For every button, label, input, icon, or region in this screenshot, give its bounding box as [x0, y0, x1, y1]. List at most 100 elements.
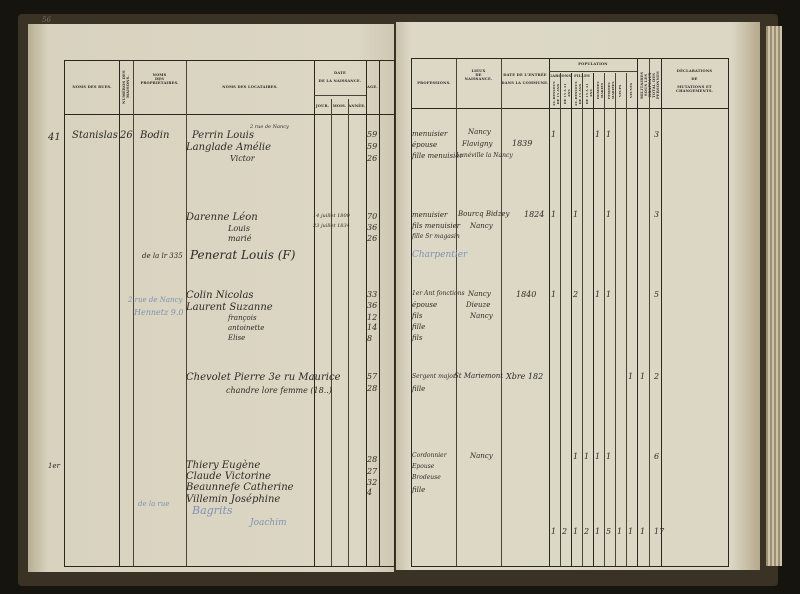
population-tally: 3 [654, 210, 660, 219]
handwritten-left-entry: Thiery Eugène [186, 460, 261, 471]
page-number: 56 [42, 16, 51, 24]
handwritten-right-entry: Nancy [470, 222, 493, 230]
handwritten-right-entry: St Mariemont [454, 372, 504, 380]
population-tally: 1 [628, 372, 634, 381]
population-tally: 1 [573, 452, 579, 461]
population-tally: 1 [551, 130, 557, 139]
header-sub-1: de 15 à 21 ans [563, 83, 571, 104]
population-total: 1 [640, 527, 646, 536]
handwritten-left-entry: Villemin Joséphine [186, 494, 281, 505]
pencil-annotation: Joachim [250, 518, 287, 528]
header-sub-3: de 15 à 21 ans [585, 83, 593, 104]
handwritten-left-entry: chandre lore femme (18..) [226, 386, 332, 395]
handwritten-left-entry: françois [228, 314, 257, 322]
population-tally: 3 [654, 130, 660, 139]
age-value: 12 [367, 313, 378, 322]
header-declarations: Déclarations de mutations et changements. [676, 69, 713, 93]
handwritten-left-entry: Elise [228, 334, 246, 342]
age-value: 14 [367, 323, 378, 332]
header-locataires: Noms des locataires. [222, 85, 278, 89]
handwritten-left-entry: Louis [228, 224, 250, 233]
pencil-annotation: Bagrits [192, 504, 233, 517]
age-value: 59 [367, 130, 378, 139]
handwritten-right-entry: Cordonnier [412, 452, 447, 459]
population-tally: 2 [654, 372, 660, 381]
header-proprietaires: Noms des propriétaires. [140, 73, 179, 85]
handwritten-left-entry: 26 [120, 130, 133, 141]
age-value: 8 [367, 334, 373, 343]
handwritten-left-entry: Langlade Amélie [186, 142, 272, 153]
handwritten-right-entry: Xbre 182 [506, 372, 544, 381]
header-date: Date de la naissance. [318, 71, 362, 83]
population-total: 1 [617, 527, 623, 536]
header-total: Total des personnes [652, 71, 660, 99]
header-sub-5: femmes mariées [607, 81, 615, 100]
handwritten-left-entry: Victor [230, 154, 255, 163]
handwritten-right-entry: Bourcq Bidzey [458, 210, 510, 218]
handwritten-right-entry: épouse [412, 141, 438, 149]
handwritten-left-entry: Bodin [140, 130, 170, 141]
age-value: 33 [367, 290, 378, 299]
handwritten-left-entry: Claude Victorine [186, 471, 271, 482]
handwritten-left-entry: Chevolet Pierre 3e ru Maurice [186, 372, 341, 383]
handwritten-left-entry: Beaunnefe Catherine [186, 482, 294, 493]
header-mois: Mois. [332, 104, 347, 108]
handwritten-left-entry: marié [228, 234, 252, 243]
handwritten-right-entry: Sergent major [412, 373, 456, 380]
header-rues: Noms des rues. [72, 85, 112, 89]
header-age: Age. [367, 85, 378, 89]
handwritten-right-entry: fils [412, 334, 423, 342]
population-tally: 1 [606, 452, 612, 461]
population-tally: 1 [640, 372, 646, 381]
handwritten-left-entry: Penerat Louis (F) [190, 248, 296, 262]
handwritten-right-entry: fille [412, 486, 426, 494]
header-militaires: Militaires sous les drapeaux [640, 71, 652, 99]
age-value: 59 [367, 142, 378, 151]
age-value: 28 [367, 455, 378, 464]
right-table: Professions. Lieux de naissance. Date de l… [411, 58, 729, 567]
header-population: Population [578, 62, 608, 66]
handwritten-right-entry: Epouse [412, 463, 435, 470]
handwritten-left-entry: Colin Nicolas [186, 290, 254, 301]
population-tally: 2 [573, 290, 579, 299]
pencil-annotation: 2 rue de Nancy [128, 296, 183, 304]
age-value: 4 [367, 488, 373, 497]
handwritten-right-entry: fille Sr magasin [412, 233, 460, 240]
handwritten-left-entry: Darenne Léon [186, 212, 258, 223]
header-entree: Date de l'entrée dans la commune. [501, 73, 549, 85]
header-sub-6: veufs [618, 84, 622, 97]
handwritten-left-entry: Laurent Suzanne [186, 302, 273, 313]
handwritten-left-entry: 1er [48, 462, 60, 470]
handwritten-left-entry: de la lr 335 [142, 252, 183, 260]
handwritten-right-entry: 1er Ant fonctions [412, 290, 465, 297]
header-lieux: Lieux de naissance. [464, 69, 493, 81]
header-jour: Jour. [315, 104, 330, 108]
left-table: Noms des rues. Numéros des maisons. Noms… [64, 60, 395, 567]
birth-date: 14 juillet 1800 [313, 213, 350, 219]
handwritten-right-entry: Lunéville la Nancy [456, 152, 513, 159]
header-sub-2: au-dessous de 15 ans [574, 81, 582, 106]
population-total: 1 [628, 527, 634, 536]
handwritten-right-entry: Nancy [470, 312, 493, 320]
population-tally: 1 [606, 290, 612, 299]
handwritten-right-entry: fille [412, 385, 426, 393]
handwritten-right-entry: 1839 [512, 139, 533, 148]
handwritten-right-entry: Flavigny [462, 140, 493, 148]
header-numeros: Numéros des maisons. [122, 70, 130, 104]
age-value: 28 [367, 384, 378, 393]
handwritten-left-entry: 2 rue de Nancy [250, 124, 289, 130]
header-garcons: Garçons [549, 74, 572, 78]
population-tally: 1 [551, 290, 557, 299]
birth-date: 23 juillet 1834 [313, 223, 350, 229]
population-total: 1 [551, 527, 557, 536]
handwritten-left-entry: Stanislas [72, 130, 118, 141]
age-value: 36 [367, 301, 378, 310]
header-sub-4: hommes mariés [596, 81, 604, 100]
population-tally: 6 [654, 452, 660, 461]
handwritten-right-entry: fils [412, 312, 423, 320]
age-value: 26 [367, 154, 378, 163]
population-total: 2 [584, 527, 590, 536]
pencil-annotation: de la rue [138, 500, 170, 508]
age-value: 32 [367, 478, 378, 487]
population-tally: 1 [606, 210, 612, 219]
